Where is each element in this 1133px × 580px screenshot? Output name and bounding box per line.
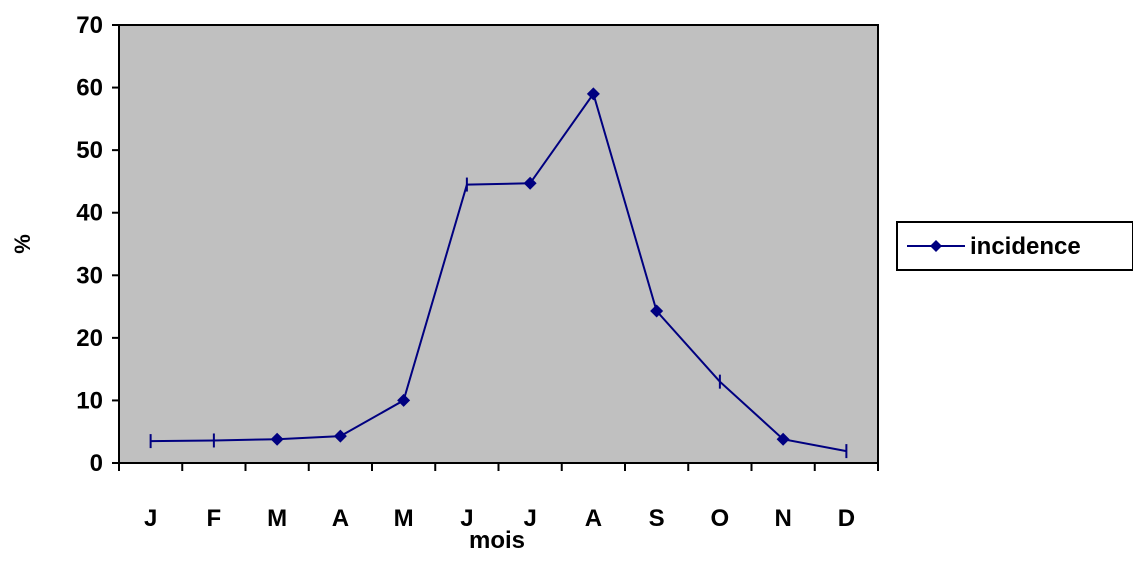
data-point-marker	[397, 393, 411, 407]
y-tick-label: 30	[76, 262, 103, 289]
x-tick-label: J	[460, 505, 473, 532]
data-point-marker	[270, 432, 284, 446]
y-tick-label: 10	[76, 387, 103, 414]
y-axis: 0 10 20 30 40 50 60 70	[76, 12, 120, 477]
data-point-marker	[586, 87, 600, 101]
x-tick-label: A	[585, 505, 602, 532]
x-tick-label: F	[207, 505, 222, 532]
y-tick-label: 50	[76, 137, 103, 164]
x-tick-label: M	[267, 505, 287, 532]
x-tick-label: A	[332, 505, 349, 532]
y-tick-label: 0	[90, 450, 103, 477]
plot-area	[118, 24, 879, 464]
data-point-marker	[333, 429, 347, 443]
x-tick-label: S	[649, 505, 665, 532]
x-tick-label: M	[394, 505, 414, 532]
data-point-marker	[650, 304, 664, 318]
x-axis-title: mois	[469, 527, 525, 554]
plot-background	[118, 24, 879, 464]
series-line-incidence	[150, 91, 847, 453]
data-point-marker	[523, 176, 537, 190]
series-layer	[149, 87, 848, 459]
legend-diamond-marker	[930, 240, 942, 252]
y-tick-label: 40	[76, 200, 103, 227]
y-tick-label: 70	[76, 12, 103, 39]
x-tick-label: J	[144, 505, 157, 532]
x-tick-label: D	[838, 505, 855, 532]
y-axis-title: %	[10, 234, 35, 254]
legend-label: incidence	[970, 233, 1081, 260]
y-tick-label: 60	[76, 75, 103, 102]
y-tick-label: 20	[76, 325, 103, 352]
x-tick-label: N	[774, 505, 791, 532]
legend: incidence	[896, 221, 1133, 271]
x-tick-label: O	[711, 505, 730, 532]
data-point-marker	[776, 432, 790, 446]
x-tick-label: J	[523, 505, 536, 532]
